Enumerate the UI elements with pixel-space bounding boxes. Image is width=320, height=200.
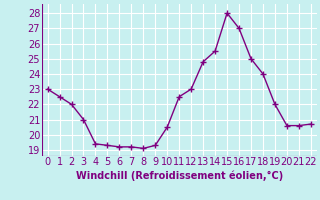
X-axis label: Windchill (Refroidissement éolien,°C): Windchill (Refroidissement éolien,°C) — [76, 170, 283, 181]
